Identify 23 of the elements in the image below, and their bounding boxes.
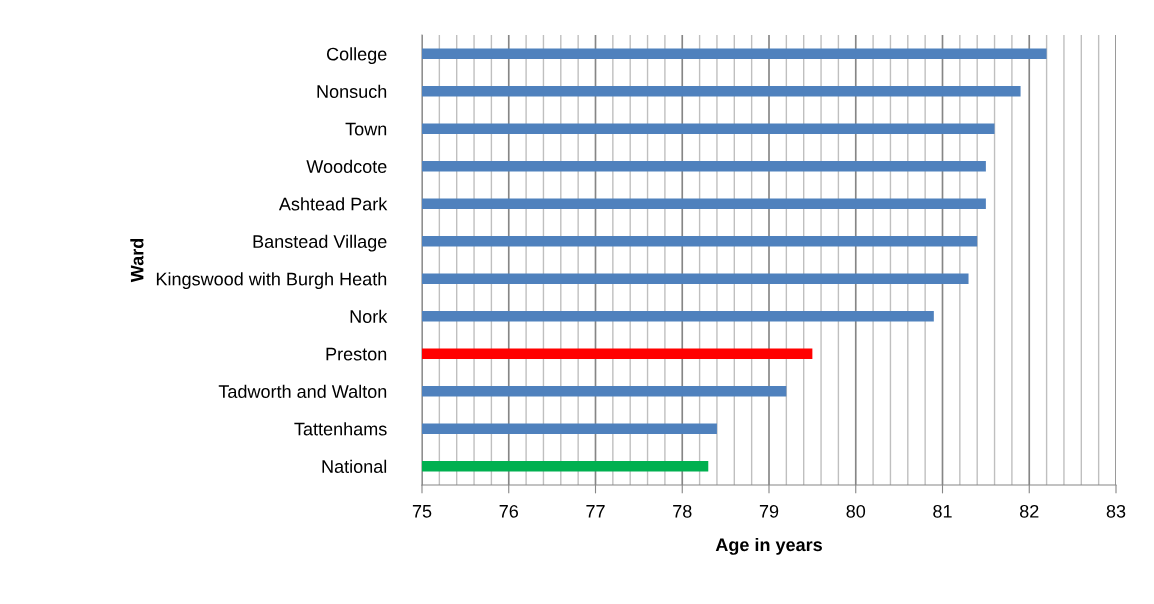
x-tick-label: 75 bbox=[412, 505, 432, 518]
y-axis-title: Ward bbox=[130, 238, 144, 283]
x-tick-label: 79 bbox=[759, 504, 779, 518]
y-tick-label: Kingswood with Burgh Heath bbox=[156, 272, 387, 290]
x-tick-label: 82 bbox=[1019, 504, 1039, 518]
y-tick-label: Banstead Village bbox=[253, 234, 387, 252]
y-tick-label: Town bbox=[345, 122, 387, 136]
x-tick-label: 77 bbox=[586, 505, 605, 518]
y-tick-label: Nonsuch bbox=[317, 84, 387, 98]
y-tick-label: Woodcote bbox=[306, 159, 387, 173]
y-tick-label: Ashtead Park bbox=[278, 197, 388, 211]
x-tick-label: 78 bbox=[673, 504, 692, 518]
y-tick-label: College bbox=[326, 47, 387, 65]
x-tick-label: 83 bbox=[1106, 504, 1126, 518]
y-tick-label: Tadworth and Walton bbox=[218, 384, 387, 398]
x-tick-label: 81 bbox=[933, 504, 952, 518]
x-tick-label: 76 bbox=[499, 504, 518, 518]
y-tick-label: National bbox=[322, 459, 387, 473]
y-tick-label: Nork bbox=[350, 309, 388, 323]
y-tick-label: Tattenhams bbox=[294, 422, 387, 436]
x-axis-title: Age in years bbox=[715, 537, 822, 555]
y-tick-label: Preston bbox=[326, 347, 387, 361]
x-tick-label: 80 bbox=[846, 504, 866, 518]
